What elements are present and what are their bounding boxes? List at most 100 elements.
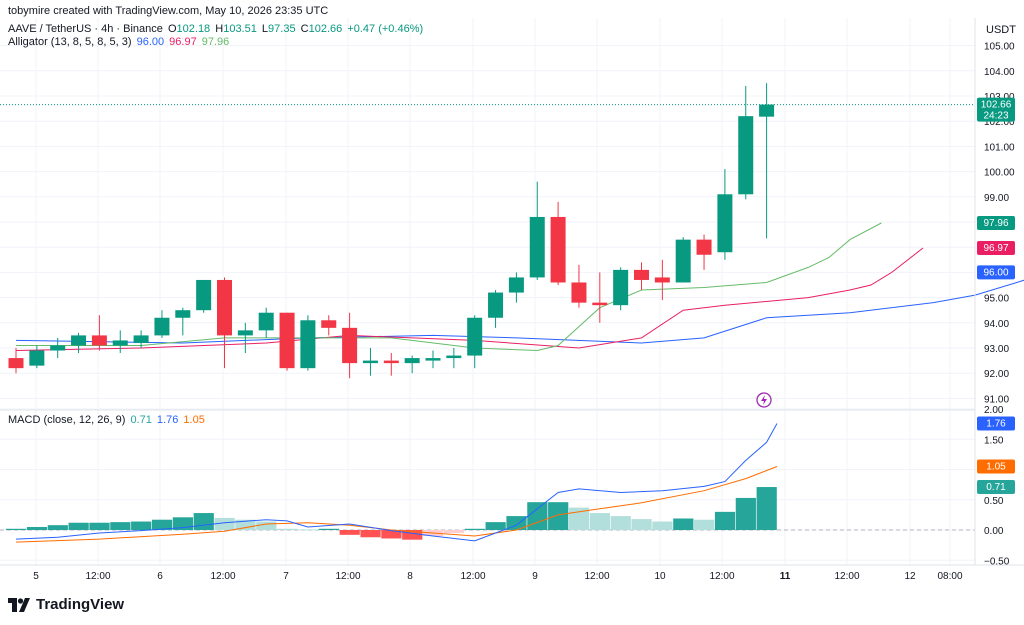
time-tick-label: 12:00: [460, 571, 485, 582]
macd-histogram-bar: [339, 530, 360, 535]
candle[interactable]: [258, 307, 274, 338]
symbol-title[interactable]: AAVE / TetherUS · 4h · Binance: [8, 23, 163, 35]
alligator-legend[interactable]: Alligator (13, 8, 5, 8, 5, 3) 96.00 96.9…: [8, 36, 231, 48]
candle[interactable]: [550, 201, 566, 285]
teeth-badge-bg: [977, 240, 1015, 255]
time-tick-label: 12:00: [709, 571, 734, 582]
price-grid: [0, 18, 975, 565]
candle-body: [404, 358, 420, 364]
candle[interactable]: [383, 353, 399, 376]
candle[interactable]: [738, 85, 754, 200]
low-label: L: [261, 23, 269, 35]
macd-line-badge-text: 1.76: [986, 419, 1006, 430]
candle[interactable]: [362, 348, 378, 376]
macd-histogram-bar: [652, 521, 673, 530]
candle[interactable]: [29, 345, 45, 369]
alligator-title[interactable]: Alligator (13, 8, 5, 8, 5, 3): [8, 36, 132, 48]
macd-histogram-bar: [6, 528, 27, 530]
candle[interactable]: [675, 237, 691, 283]
candle[interactable]: [634, 262, 649, 291]
candle-body: [8, 358, 24, 369]
candle[interactable]: [529, 181, 545, 280]
candle[interactable]: [467, 315, 483, 369]
candle-body: [550, 216, 566, 283]
candle[interactable]: [696, 234, 712, 270]
candle[interactable]: [342, 312, 358, 379]
macd-histogram-bar: [131, 521, 152, 530]
price-tick-label: 93.00: [984, 344, 1009, 355]
time-tick-label: 7: [283, 571, 289, 582]
macd-signal-badge: 1.05: [977, 459, 1015, 474]
candlestick-series[interactable]: [8, 83, 775, 379]
candle[interactable]: [112, 330, 128, 354]
candle[interactable]: [654, 259, 670, 301]
candle[interactable]: [508, 272, 524, 303]
candle[interactable]: [217, 277, 232, 369]
macd-legend[interactable]: MACD (close, 12, 26, 9) 0.71 1.76 1.05: [8, 414, 207, 426]
candle[interactable]: [50, 337, 66, 359]
candle[interactable]: [446, 348, 462, 369]
candle[interactable]: [237, 322, 253, 354]
candle[interactable]: [488, 290, 504, 328]
time-tick-label: 9: [532, 571, 538, 582]
lips-badge: 97.96: [977, 216, 1015, 231]
candle[interactable]: [592, 272, 608, 323]
lips-badge-bg: [977, 216, 1015, 231]
macd-histogram-bar: [277, 528, 298, 530]
candle[interactable]: [300, 315, 316, 371]
candle[interactable]: [279, 312, 295, 371]
candle[interactable]: [91, 315, 107, 351]
lightning-event-icon[interactable]: [756, 392, 772, 408]
candle[interactable]: [425, 350, 441, 369]
macd-histogram-bar: [610, 516, 631, 530]
alligator-teeth-value: 96.97: [169, 36, 197, 48]
candle[interactable]: [154, 310, 170, 338]
macd-histogram-bar: [360, 530, 381, 538]
candle-body: [425, 358, 441, 361]
teeth-badge: 96.97: [977, 240, 1015, 255]
candle-body: [488, 292, 504, 318]
candle[interactable]: [175, 307, 191, 336]
candle[interactable]: [133, 330, 149, 348]
alligator-jaw-value: 96.00: [136, 36, 165, 48]
alligator-lips-value: 97.96: [201, 36, 230, 48]
macd-hist-value: 0.71: [130, 414, 152, 426]
price-tick-label: 102.00: [984, 117, 1015, 128]
candle[interactable]: [404, 355, 420, 374]
main-legend[interactable]: AAVE / TetherUS · 4h · Binance O102.18 H…: [8, 23, 425, 35]
macd-histogram-bar: [193, 513, 214, 530]
candle[interactable]: [321, 315, 337, 336]
macd-histogram-bar: [485, 522, 506, 530]
candle[interactable]: [613, 267, 629, 311]
tradingview-brand: TradingView: [36, 596, 125, 613]
axes[interactable]: 91.0092.0093.0094.0095.0096.0097.0098.00…: [0, 18, 1024, 582]
candle[interactable]: [8, 348, 24, 374]
candle[interactable]: [196, 279, 212, 313]
price-tick-label: 94.00: [984, 319, 1009, 330]
candle-body: [258, 312, 274, 331]
currency-label[interactable]: USDT: [986, 24, 1016, 36]
macd-title[interactable]: MACD (close, 12, 26, 9): [8, 414, 126, 426]
candle-body: [133, 335, 149, 343]
macd-tick-label: 0.00: [984, 526, 1004, 537]
time-tick-label: 12:00: [210, 571, 235, 582]
price-tick-label: 95.00: [984, 294, 1009, 305]
macd-histogram-bar: [464, 528, 485, 530]
candle[interactable]: [759, 83, 775, 239]
time-tick-label: 6: [157, 571, 163, 582]
macd-tick-label: 0.50: [984, 496, 1004, 507]
candle-body: [91, 335, 107, 346]
candle[interactable]: [717, 169, 733, 260]
macd-tick-label: 2.00: [984, 405, 1004, 416]
candle-body: [571, 282, 587, 303]
time-tick-label: 8: [407, 571, 413, 582]
close-label: C: [300, 23, 309, 35]
macd-line: [15, 423, 778, 542]
candle-body: [342, 327, 358, 364]
jaw-badge: 96.00: [977, 265, 1015, 280]
tradingview-logo[interactable]: TradingView: [8, 596, 124, 613]
candle[interactable]: [571, 264, 587, 308]
candle[interactable]: [71, 332, 87, 354]
